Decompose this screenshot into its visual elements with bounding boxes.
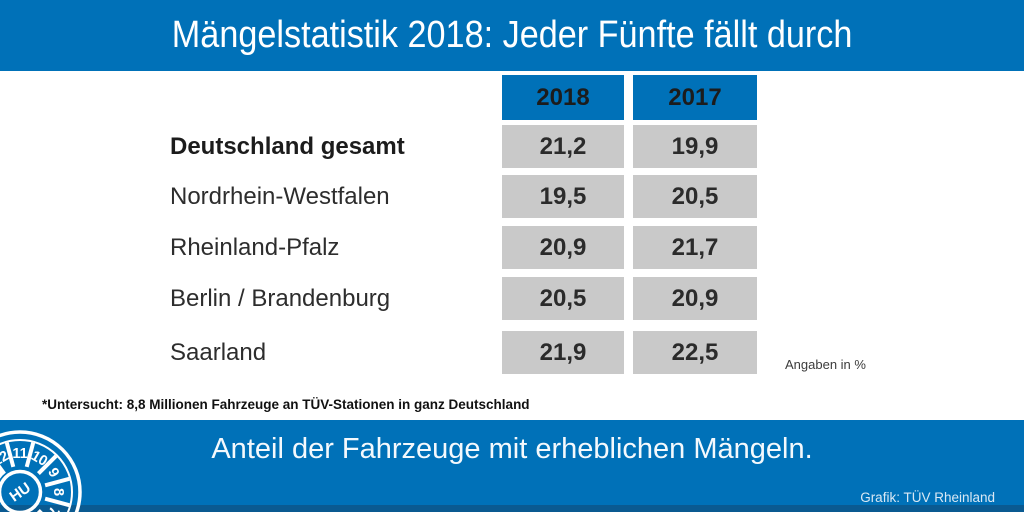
value-cell-2018: 20,5 xyxy=(502,277,624,320)
bottom-caption: Anteil der Fahrzeuge mit erheblichen Män… xyxy=(211,433,813,465)
value-cell-2017: 22,5 xyxy=(633,331,757,374)
credit-line: Grafik: TÜV Rheinland xyxy=(860,490,995,505)
value-cell-2017: 21,7 xyxy=(633,226,757,269)
top-banner: Mängelstatistik 2018: Jeder Fünfte fällt… xyxy=(0,0,1024,71)
badge-number: 7 xyxy=(44,504,62,512)
badge-hu-label: HU xyxy=(7,479,35,505)
value-cell-2017: 19,9 xyxy=(633,125,757,168)
column-header-2017: 2017 xyxy=(633,75,757,120)
unit-note: Angaben in % xyxy=(785,357,866,372)
value-cell-2018: 19,5 xyxy=(502,175,624,218)
value-cell-2017: 20,9 xyxy=(633,277,757,320)
value-cell-2017: 20,5 xyxy=(633,175,757,218)
row-label: Nordrhein-Westfalen xyxy=(170,183,390,210)
badge-number: 12 xyxy=(0,448,12,470)
row-label: Deutschland gesamt xyxy=(170,133,405,160)
bottom-banner xyxy=(0,420,1024,505)
value-cell-2018: 21,2 xyxy=(502,125,624,168)
hu-inspection-badge-icon: 12 11 10 9 8 7 HU xyxy=(0,430,82,512)
row-label: Berlin / Brandenburg xyxy=(170,285,391,312)
table-row: Deutschland gesamt 21,2 19,9 xyxy=(0,125,1024,168)
row-label: Rheinland-Pfalz xyxy=(170,234,340,261)
footnote: *Untersucht: 8,8 Millionen Fahrzeuge an … xyxy=(42,397,530,412)
column-header-2018: 2018 xyxy=(502,75,624,120)
table-row: Saarland 21,9 22,5 xyxy=(0,331,1024,374)
table-row: Nordrhein-Westfalen 19,5 20,5 xyxy=(0,175,1024,218)
value-cell-2018: 20,9 xyxy=(502,226,624,269)
badge-number: 8 xyxy=(50,488,66,496)
badge-number: 10 xyxy=(28,448,50,470)
badge-number: 11 xyxy=(12,446,27,462)
bottom-strip xyxy=(0,505,1024,512)
table-row: Berlin / Brandenburg 20,5 20,9 xyxy=(0,277,1024,320)
value-cell-2018: 21,9 xyxy=(502,331,624,374)
page-title: Mängelstatistik 2018: Jeder Fünfte fällt… xyxy=(171,14,853,56)
table-row: Rheinland-Pfalz 20,9 21,7 xyxy=(0,226,1024,269)
row-label: Saarland xyxy=(170,339,267,366)
